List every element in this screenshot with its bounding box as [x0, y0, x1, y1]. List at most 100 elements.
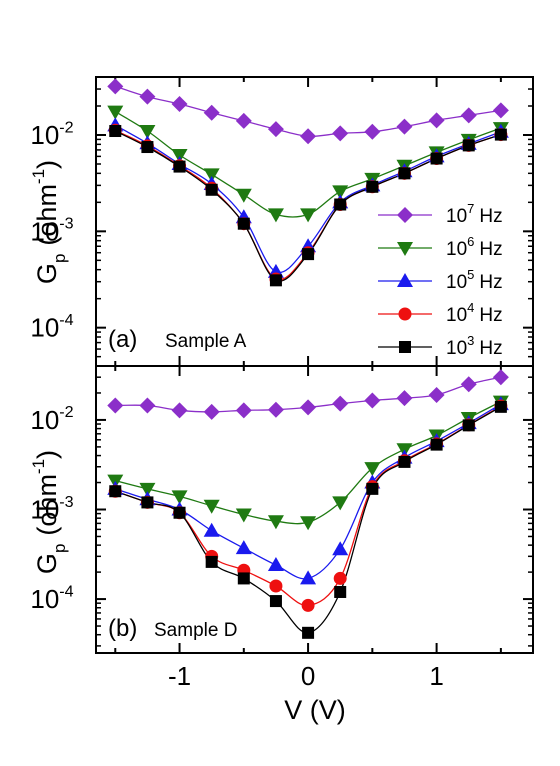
panel-b-y-ticks	[96, 376, 533, 647]
data-point-diamond	[300, 399, 317, 416]
data-point-square	[430, 152, 443, 165]
legend-entry-label: 105 Hz	[446, 267, 503, 293]
data-point-diamond	[332, 125, 349, 142]
panel-b-y-axis-title: Gp (ohm-1)	[29, 450, 69, 574]
data-point-square	[462, 139, 475, 152]
legend-marker-triangle-down	[397, 242, 413, 256]
data-point-triangle-down	[332, 185, 349, 200]
data-point-diamond	[139, 397, 156, 414]
panel-b-sample-label: Sample D	[154, 620, 237, 641]
panel-b-y-tick-labels: 10-410-310-2	[30, 403, 73, 614]
panel-a-y-tick-labels: 10-410-310-2	[30, 118, 73, 342]
data-point-triangle-down	[139, 482, 156, 497]
data-point-triangle-down	[364, 462, 381, 477]
y-axis-title-part: -1	[29, 459, 48, 474]
panel-b: 10-410-310-2 -1 0 1 (b) Sample D Gp(ohm-1)	[29, 365, 534, 691]
data-point-diamond	[203, 104, 220, 121]
legend-unit: Hz	[479, 338, 502, 359]
y-axis-title-part: -1	[29, 169, 48, 184]
y-tick-label-exp: -4	[59, 582, 73, 600]
data-point-diamond	[107, 397, 124, 414]
data-point-circle	[301, 598, 315, 612]
legend-marker-triangle-up	[397, 273, 413, 287]
data-point-triangle-up	[235, 540, 252, 555]
legend-entry-label: 106 Hz	[446, 234, 503, 260]
y-tick-label-base: 10	[30, 405, 59, 435]
legend-marker-diamond	[397, 207, 413, 223]
y-tick-label: 10-2	[30, 118, 73, 150]
data-point-diamond	[492, 369, 509, 386]
data-point-square	[398, 167, 411, 180]
data-point-triangle-down	[139, 125, 156, 140]
data-point-diamond	[235, 112, 252, 129]
data-point-square	[237, 217, 250, 230]
data-point-triangle-down	[203, 499, 220, 514]
legend-entry-label: 103 Hz	[446, 333, 503, 359]
data-point-square	[141, 496, 154, 509]
y-tick-label-base: 10	[30, 495, 59, 525]
panel-a-y-ticks	[96, 88, 533, 358]
data-point-square	[462, 419, 475, 432]
data-point-square	[173, 160, 186, 173]
data-point-circle	[269, 579, 283, 593]
data-point-square	[269, 595, 282, 608]
x-tick-label: 0	[301, 661, 315, 691]
data-point-diamond	[107, 78, 124, 95]
data-point-diamond	[428, 112, 445, 129]
y-tick-label-exp: -2	[59, 403, 73, 421]
y-axis-title-part: G	[32, 263, 62, 284]
data-point-square	[109, 125, 122, 138]
x-axis-title: V (V)	[284, 695, 346, 725]
y-tick-label-base: 10	[30, 584, 59, 614]
data-point-square	[109, 485, 122, 498]
data-point-square	[494, 128, 507, 141]
data-point-square	[269, 274, 282, 287]
legend-unit: Hz	[479, 239, 502, 260]
y-tick-label: 10-4	[30, 582, 73, 614]
data-point-triangle-up	[203, 522, 220, 537]
data-point-square	[205, 555, 218, 568]
data-point-square	[141, 141, 154, 154]
data-point-square	[494, 400, 507, 413]
panel-b-data-points	[107, 369, 509, 639]
legend-exp: 5	[467, 267, 474, 282]
data-point-diamond	[428, 386, 445, 403]
y-axis-title-part: p	[50, 254, 69, 263]
y-axis-title-part: )	[32, 450, 62, 459]
data-point-square	[334, 198, 347, 211]
x-tick-label: -1	[168, 661, 191, 691]
data-point-triangle-down	[300, 208, 317, 223]
legend-exp: 4	[467, 300, 474, 315]
data-point-square	[205, 183, 218, 196]
data-point-triangle-down	[267, 515, 284, 530]
panel-b-x-tick-labels: -1 0 1	[168, 661, 444, 691]
y-tick-label-base: 10	[30, 313, 59, 343]
panel-a-label: (a)	[108, 326, 137, 353]
data-point-square	[237, 572, 250, 585]
data-point-triangle-down	[300, 516, 317, 531]
data-point-diamond	[203, 403, 220, 420]
legend-marker-square	[399, 341, 411, 353]
data-point-triangle-up	[332, 541, 349, 556]
y-tick-label-base: 10	[30, 216, 59, 246]
y-tick-label-exp: -2	[59, 118, 73, 136]
data-point-triangle-up	[267, 557, 284, 572]
y-tick-label: 10-4	[30, 311, 73, 343]
data-point-diamond	[364, 392, 381, 409]
y-axis-title-part: (ohm	[32, 474, 62, 536]
data-point-triangle-down	[107, 105, 124, 120]
y-tick-label-exp: -4	[59, 311, 73, 329]
data-point-diamond	[364, 123, 381, 140]
legend-unit: Hz	[479, 305, 502, 326]
legend-exp: 3	[467, 333, 474, 348]
data-point-diamond	[139, 88, 156, 105]
legend-unit: Hz	[479, 272, 502, 293]
panel-b-label: (b)	[108, 615, 137, 642]
data-point-triangle-down	[332, 496, 349, 511]
data-point-square	[334, 585, 347, 598]
panel-a-sample-label: Sample A	[165, 331, 247, 352]
data-point-diamond	[396, 118, 413, 135]
data-point-diamond	[460, 376, 477, 393]
y-tick-label-exp: -3	[59, 215, 73, 233]
